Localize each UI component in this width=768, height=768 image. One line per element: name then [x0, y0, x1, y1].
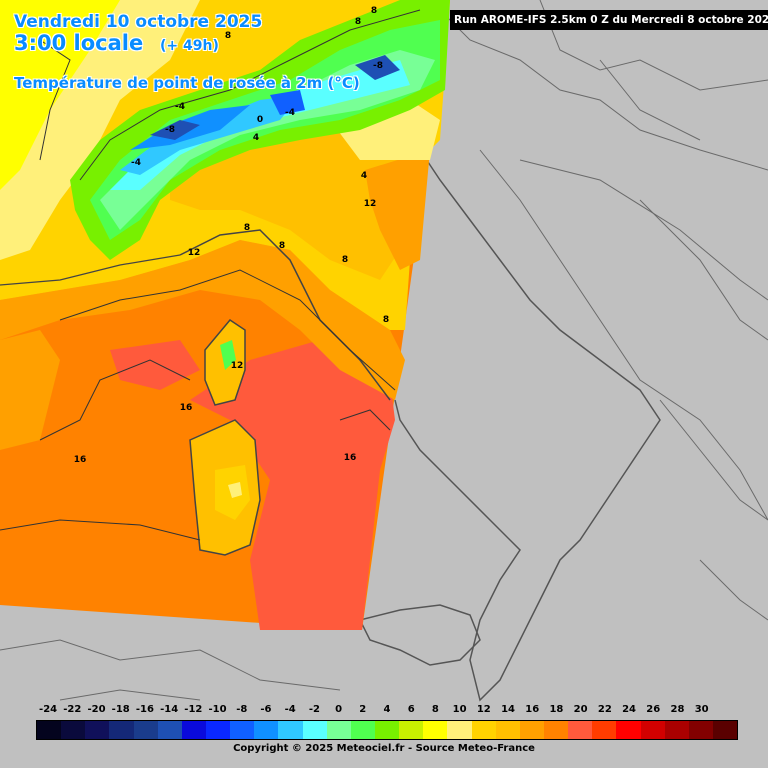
- legend-swatch: [133, 721, 158, 739]
- forecast-time: 3:00 locale: [14, 31, 144, 55]
- legend-swatch: [302, 721, 327, 739]
- contour-label: 16: [74, 455, 87, 465]
- legend-swatch: [519, 721, 544, 739]
- contour-label: 12: [231, 361, 244, 371]
- legend-swatch: [495, 721, 520, 739]
- legend-swatch: [37, 721, 62, 739]
- legend-swatch: [640, 721, 665, 739]
- contour-label: -8: [373, 61, 383, 71]
- contour-label: 4: [253, 133, 259, 143]
- italy-coastline: [394, 149, 661, 702]
- legend-tick-label: 6: [407, 704, 415, 715]
- legend-tick-label: -2: [308, 704, 320, 715]
- run-banner: Run AROME-IFS 2.5km 0 Z du Mercredi 8 oc…: [450, 10, 768, 30]
- legend-tick-label: 20: [573, 704, 588, 715]
- contour-label: 12: [364, 199, 377, 209]
- contour-label: -4: [285, 108, 295, 118]
- legend-tick-label: -6: [260, 704, 272, 715]
- legend-swatch: [109, 721, 134, 739]
- legend-tick-label: 4: [383, 704, 391, 715]
- forecast-date: Vendredi 10 octobre 2025: [14, 12, 263, 32]
- legend-tick-label: 0: [335, 704, 343, 715]
- legend-tick-label: 18: [549, 704, 564, 715]
- legend-swatch: [254, 721, 279, 739]
- legend-tick-label: -10: [208, 704, 227, 715]
- legend-swatch: [205, 721, 231, 739]
- contour-label: 8: [371, 6, 377, 16]
- contour-label: 8: [279, 241, 285, 251]
- legend-swatch: [326, 721, 351, 739]
- legend-swatch: [181, 721, 206, 739]
- legend-tick-label: 26: [646, 704, 661, 715]
- contour-label: 16: [180, 403, 193, 413]
- legend-swatch: [447, 721, 472, 739]
- forecast-offset: (+ 49h): [160, 38, 219, 54]
- contour-label: 8: [244, 223, 250, 233]
- legend-tick-label: -22: [63, 704, 82, 715]
- legend-tick-label: 8: [431, 704, 439, 715]
- legend-tick-label: 12: [476, 704, 491, 715]
- legend-tick-label: 10: [452, 704, 467, 715]
- legend-tick-label: 14: [501, 704, 515, 715]
- legend-tick-label: 16: [525, 704, 540, 715]
- copyright-text: Copyright © 2025 Meteociel.fr - Source M…: [233, 743, 535, 754]
- legend-swatch: [157, 721, 182, 739]
- legend-swatch: [350, 721, 375, 739]
- contour-label: -4: [131, 158, 141, 168]
- legend-swatch: [230, 721, 255, 739]
- legend-tick-label: -20: [87, 704, 106, 715]
- contour-label: -8: [165, 125, 175, 135]
- legend-swatch: [61, 721, 86, 739]
- legend-swatch: [278, 721, 303, 739]
- contour-label: 8: [383, 315, 389, 325]
- sicily-coastline: [358, 604, 481, 666]
- legend-tick-label: 22: [597, 704, 612, 715]
- contour-label: 8: [342, 255, 348, 265]
- legend-swatch: [471, 721, 496, 739]
- legend-tick-label: -8: [236, 704, 248, 715]
- legend-swatch: [712, 721, 738, 739]
- legend-tick-label: -12: [184, 704, 203, 715]
- legend-tick-label: 24: [622, 704, 637, 715]
- legend-tick-label: 28: [670, 704, 685, 715]
- color-legend: [36, 720, 738, 740]
- legend-swatch: [543, 721, 569, 739]
- legend-tick-label: -14: [160, 704, 179, 715]
- contour-label: 0: [257, 115, 263, 125]
- legend-swatch: [423, 721, 448, 739]
- legend-tick-label: -24: [39, 704, 58, 715]
- legend-tick-labels: -24 -22 -20 -18 -16 -14 -12 -10 -8 -6 -4 -2 0 2 4 6 8 10 1…: [0, 704, 768, 718]
- contour-label: 4: [361, 171, 367, 181]
- country-borders: [0, 0, 768, 701]
- legend-swatch: [399, 721, 424, 739]
- legend-swatch: [616, 721, 641, 739]
- legend-swatch: [374, 721, 400, 739]
- contour-label: 12: [188, 248, 201, 258]
- legend-swatch: [664, 721, 689, 739]
- legend-tick-label: -16: [135, 704, 154, 715]
- legend-tick-label: -18: [111, 704, 130, 715]
- legend-swatch: [688, 721, 713, 739]
- legend-tick-label: 2: [359, 704, 367, 715]
- forecast-parameter: Température de point de rosée à 2m (°C): [14, 74, 360, 92]
- contour-label: 16: [344, 453, 357, 463]
- contour-label: -4: [175, 102, 185, 112]
- contour-labels: 8 8 8 -4 -8 -4 0 -4 -8 4 12 12 8 8 8 12 …: [74, 6, 389, 465]
- legend-swatch: [85, 721, 110, 739]
- legend-tick-label: -4: [284, 704, 296, 715]
- legend-swatch: [568, 721, 593, 739]
- legend-tick-label: 30: [694, 704, 709, 715]
- forecast-field: [0, 0, 450, 630]
- legend-swatch: [592, 721, 617, 739]
- contour-label: 8: [355, 17, 361, 27]
- contour-label: 8: [225, 31, 231, 41]
